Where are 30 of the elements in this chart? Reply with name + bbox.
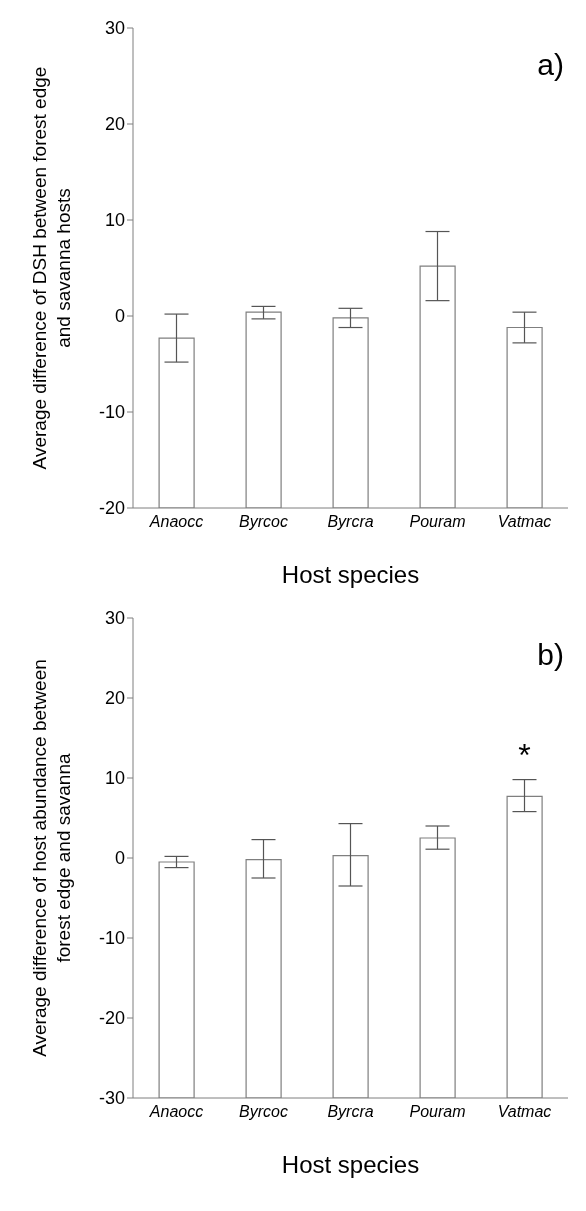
y-tick-label: 20 <box>104 688 125 709</box>
y-tick-label: -10 <box>98 928 125 949</box>
y-tick-label: 30 <box>104 608 125 629</box>
y-tick-label: 30 <box>104 18 125 39</box>
y-tick-label: -10 <box>98 402 125 423</box>
x-tick-label: Anaocc <box>148 1103 204 1121</box>
y-tick-label: 10 <box>104 768 125 789</box>
y-tick-label: 20 <box>104 114 125 135</box>
x-tick-label: Vatmac <box>497 1103 552 1121</box>
y-tick-label: -20 <box>98 498 125 519</box>
y-tick-label: 10 <box>104 210 125 231</box>
y-axis-title: Average difference of host abundance between forest edge and savanna <box>28 658 75 1059</box>
x-tick-label: Byrcoc <box>239 513 288 531</box>
y-tick-label: 0 <box>114 306 125 327</box>
text: a) <box>537 48 564 82</box>
x-axis-title: Host species <box>281 1151 420 1178</box>
x-tick-label: Byrcra <box>327 513 374 531</box>
x-tick-label: Byrcoc <box>239 1103 288 1121</box>
text: b) <box>537 638 564 672</box>
y-tick-label: -20 <box>98 1008 125 1029</box>
y-tick-label: 0 <box>114 848 125 869</box>
x-tick-label: Vatmac <box>497 513 552 531</box>
x-tick-label: Anaocc <box>148 513 204 531</box>
x-axis-title: Host species <box>281 561 420 588</box>
y-axis-title: Average difference of DSH between forest edge and savanna hosts <box>28 65 75 472</box>
annotation: * <box>518 736 531 773</box>
x-tick-label: Byrcra <box>327 1103 374 1121</box>
x-tick-label: Pouram <box>409 1103 466 1121</box>
y-tick-label: -30 <box>98 1088 125 1109</box>
x-tick-label: Pouram <box>409 513 466 531</box>
